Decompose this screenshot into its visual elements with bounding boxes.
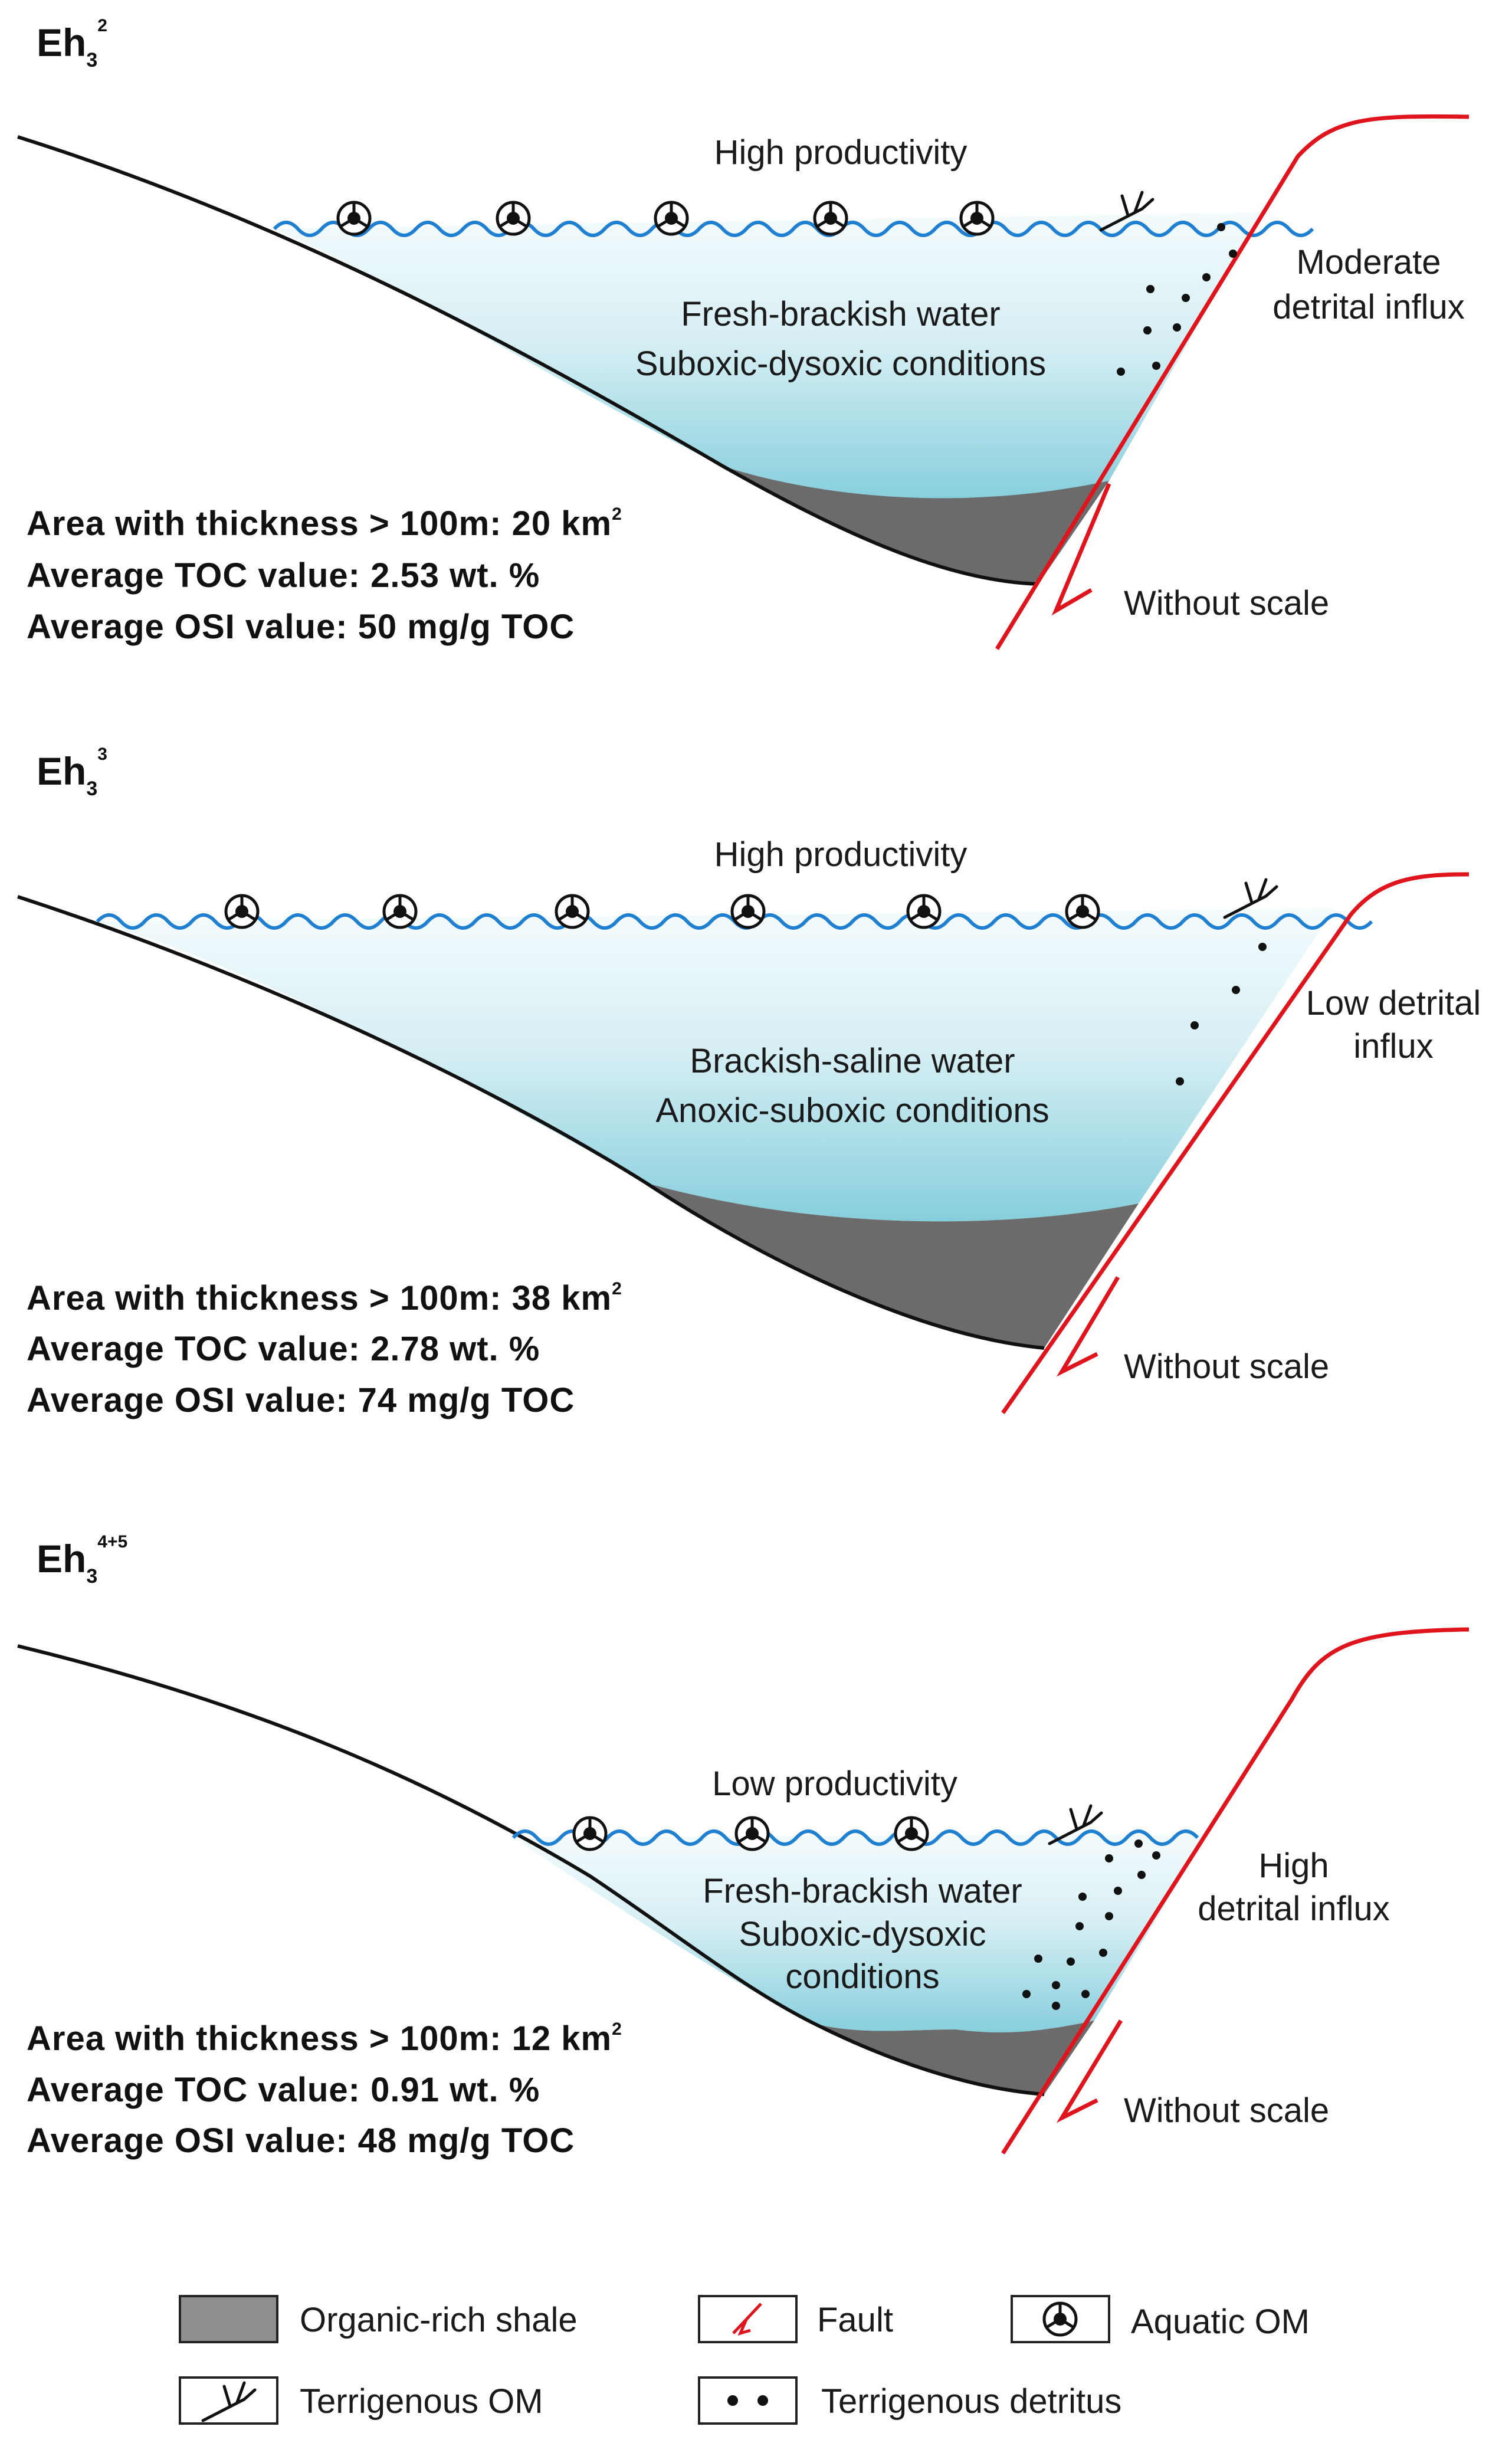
water-surface-wave: [273, 221, 1314, 237]
fault-arrow: [1056, 2019, 1123, 2123]
aquatic-om-icon: [556, 896, 588, 927]
panel-title: Eh32: [37, 16, 107, 71]
fault-line: [1001, 872, 1470, 1415]
legend-detritus-swatch: [698, 2376, 798, 2425]
scale-note: Without scale: [1124, 2091, 1329, 2130]
aquatic-om-icon: [384, 896, 416, 927]
productivity-label: High productivity: [714, 133, 967, 172]
productivity-label: High productivity: [714, 835, 967, 874]
panel-eh3-4-5: Eh34+5 Low productivity Fresh-brackish w…: [17, 1532, 1470, 2160]
water-surface-wave: [511, 1829, 1199, 1846]
basin-floor-line: [17, 895, 1045, 1350]
terrigenous-detritus-dots: [1176, 943, 1267, 1086]
basin-floor-line: [17, 1644, 1045, 2096]
average-osi-stat: Average OSI value: 48 mg/g TOC: [27, 2121, 575, 2160]
aquatic-om-icon: [226, 896, 258, 927]
average-toc-stat: Average TOC value: 2.53 wt. %: [27, 556, 540, 595]
aquatic-om-icon: [732, 896, 764, 927]
area-thickness-stat: Area with thickness > 100m: 20 km2: [27, 504, 622, 543]
panel-eh3-3: Eh33 High productivity Brackish-saline w…: [17, 745, 1481, 1419]
redox-condition-label-cont: conditions: [785, 1957, 939, 1996]
scale-note: Without scale: [1124, 1347, 1329, 1386]
aquatic-om-icon: [896, 1818, 927, 1850]
legend-aquatic-label: Aquatic OM: [1131, 2303, 1310, 2341]
detrital-influx-label-2: detrital influx: [1198, 1890, 1390, 1928]
panel-title: Eh34+5: [37, 1532, 127, 1588]
detrital-influx-label-2: influx: [1353, 1027, 1433, 1065]
aquatic-om-icon: [338, 202, 370, 234]
water-type-label: Brackish-saline water: [690, 1042, 1015, 1080]
redox-condition-label: Suboxic-dysoxic: [739, 1915, 986, 1953]
aquatic-om-icon: [908, 896, 940, 927]
legend-terrigenous-om-swatch: [179, 2376, 278, 2425]
aquatic-om-icon: [1044, 2303, 1076, 2335]
average-osi-stat: Average OSI value: 74 mg/g TOC: [27, 1381, 575, 1419]
legend: Organic-rich shale Fault Aquatic OM Terr…: [179, 2295, 1310, 2425]
fault-arrow: [1056, 1276, 1120, 1377]
average-toc-stat: Average TOC value: 2.78 wt. %: [27, 1330, 540, 1368]
detrital-influx-label-1: Low detrital: [1306, 984, 1481, 1022]
fault-icon: [732, 2303, 762, 2336]
productivity-label: Low productivity: [712, 1765, 957, 1803]
legend-shale-label: Organic-rich shale: [300, 2301, 578, 2339]
detrital-influx-label-1: Moderate: [1296, 243, 1441, 281]
water-body: [513, 1834, 1208, 2032]
organic-rich-shale: [814, 2021, 1094, 2094]
water-type-label: Fresh-brackish water: [681, 295, 1000, 333]
organic-rich-shale: [646, 1183, 1139, 1348]
fault-line: [995, 114, 1470, 650]
basin-floor-line: [17, 135, 1039, 586]
legend-shale-swatch: [179, 2295, 278, 2343]
redox-condition-label: Anoxic-suboxic conditions: [655, 1091, 1049, 1130]
legend-terrigenous-om-label: Terrigenous OM: [300, 2382, 543, 2421]
panel-title: Eh33: [37, 745, 107, 800]
aquatic-om-icon: [1067, 896, 1098, 927]
fault-line: [1001, 1627, 1470, 2155]
scale-note: Without scale: [1124, 584, 1329, 622]
detrital-influx-label-2: detrital influx: [1272, 288, 1465, 326]
panel-eh3-2: Eh32 High productivity Fresh-brackish wa…: [17, 16, 1470, 650]
water-body: [274, 212, 1262, 502]
terrigenous-detritus-dots: [1117, 223, 1237, 376]
aquatic-om-icon: [961, 202, 993, 234]
legend-detritus-label: Terrigenous detritus: [821, 2382, 1121, 2421]
average-toc-stat: Average TOC value: 0.91 wt. %: [27, 2071, 540, 2109]
average-osi-stat: Average OSI value: 50 mg/g TOC: [27, 608, 575, 646]
aquatic-om-icon: [574, 1818, 606, 1850]
aquatic-om-icon: [736, 1818, 768, 1850]
legend-fault-label: Fault: [817, 2301, 893, 2339]
detritus-dot-icon: [757, 2395, 768, 2406]
aquatic-om-icon: [655, 202, 687, 234]
area-thickness-stat: Area with thickness > 100m: 38 km2: [27, 1279, 622, 1317]
detrital-influx-label-1: High: [1258, 1847, 1329, 1885]
organic-rich-shale: [723, 466, 1109, 584]
aquatic-om-icon: [815, 202, 847, 234]
terrigenous-detritus-dots: [1022, 1839, 1160, 2010]
detritus-dot-icon: [727, 2395, 738, 2406]
water-type-label: Fresh-brackish water: [703, 1872, 1022, 1910]
fault-arrow: [1051, 483, 1111, 616]
redox-condition-label: Suboxic-dysoxic conditions: [635, 345, 1046, 383]
water-body: [97, 909, 1334, 1222]
aquatic-om-icon: [497, 202, 529, 234]
area-thickness-stat: Area with thickness > 100m: 12 km2: [27, 2019, 622, 2058]
